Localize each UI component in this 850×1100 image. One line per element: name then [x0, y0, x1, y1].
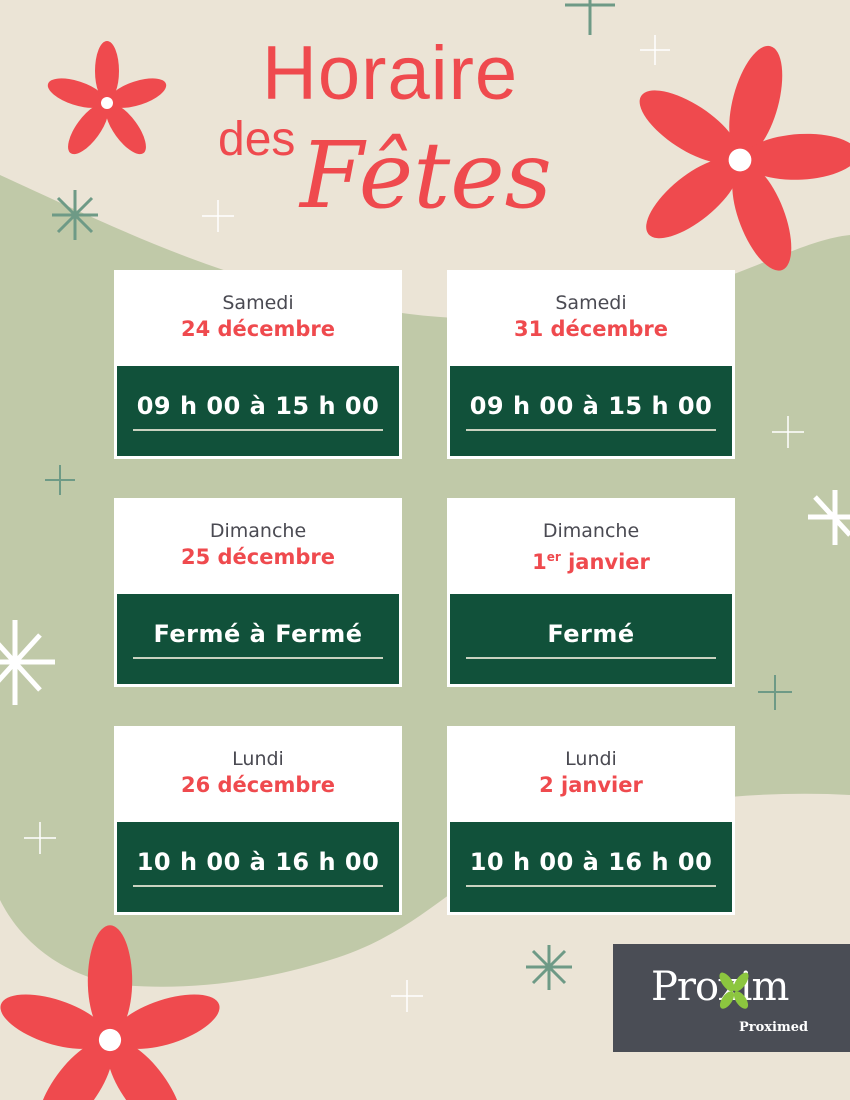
title-des: des	[218, 113, 296, 166]
schedule-card: Lundi 2 janvier 10 h 00 à 16 h 00	[447, 726, 735, 915]
hours-label: 09 h 00 à 15 h 00	[136, 392, 380, 420]
hours-label: 10 h 00 à 16 h 00	[469, 848, 713, 876]
day-label: Dimanche	[542, 520, 640, 542]
poinsettia-icon	[47, 41, 167, 155]
divider	[466, 429, 716, 431]
schedule-card: Samedi 31 décembre 09 h 00 à 15 h 00	[447, 270, 735, 459]
day-label: Dimanche	[209, 520, 307, 542]
schedule-card: Dimanche 25 décembre Fermé à Fermé	[114, 498, 402, 687]
logo-main-text: Proxim	[651, 964, 789, 1010]
sparkle-icon	[24, 35, 804, 1012]
snowflake-icon	[45, 0, 792, 990]
day-label: Samedi	[222, 292, 294, 314]
hours-label: Fermé à Fermé	[153, 620, 363, 648]
date-superscript: er	[546, 550, 561, 564]
white-flower-icon	[0, 490, 850, 705]
schedule-card: Lundi 26 décembre 10 h 00 à 16 h 00	[114, 726, 402, 915]
hours-label: 09 h 00 à 15 h 00	[469, 392, 713, 420]
proxim-logo: Proxim Proximed	[613, 944, 850, 1052]
date-label: 2 janvier	[539, 773, 643, 797]
logo-sub-text: Proximed	[739, 1020, 809, 1035]
day-label: Lundi	[565, 748, 617, 770]
leaf-x-icon	[719, 972, 749, 1009]
schedule-card: Samedi 24 décembre 09 h 00 à 15 h 00	[114, 270, 402, 459]
date-label: 24 décembre	[180, 317, 335, 341]
date-label: 31 décembre	[513, 317, 668, 341]
day-label: Lundi	[232, 748, 284, 770]
date-label: 26 décembre	[180, 773, 335, 797]
date-label: 25 décembre	[180, 545, 335, 569]
title-horaire: Horaire	[262, 31, 519, 116]
hours-label: 10 h 00 à 16 h 00	[136, 848, 380, 876]
divider	[133, 885, 383, 887]
day-label: Samedi	[555, 292, 627, 314]
hours-label: Fermé	[547, 620, 635, 648]
divider	[466, 885, 716, 887]
date-label: 1er janvier	[450, 543, 732, 576]
divider	[466, 657, 716, 659]
title-fetes: Fêtes	[300, 122, 552, 229]
divider	[133, 429, 383, 431]
date-month: janvier	[560, 550, 650, 574]
schedule-card: Dimanche 1er janvier Fermé	[447, 498, 735, 687]
date-number: 1	[532, 550, 547, 574]
divider	[133, 657, 383, 659]
